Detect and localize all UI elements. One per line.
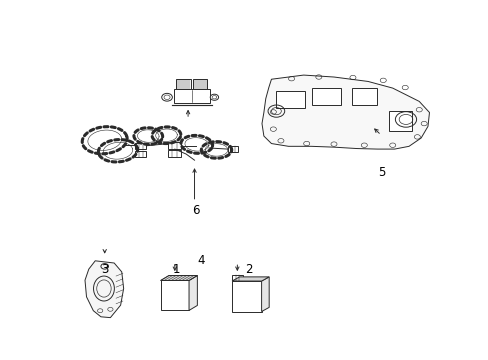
- Bar: [176, 79, 190, 89]
- Text: 6: 6: [191, 204, 199, 217]
- Polygon shape: [261, 277, 268, 311]
- Bar: [388, 111, 411, 131]
- Polygon shape: [85, 261, 123, 318]
- Bar: [168, 150, 181, 157]
- Text: 3: 3: [101, 262, 108, 276]
- Bar: [232, 275, 242, 281]
- Bar: [135, 143, 146, 149]
- Circle shape: [162, 93, 172, 101]
- Bar: [135, 151, 146, 157]
- Bar: [232, 281, 261, 311]
- Bar: [174, 89, 209, 103]
- Text: 2: 2: [244, 262, 252, 276]
- Bar: [168, 142, 181, 149]
- Polygon shape: [232, 277, 268, 281]
- Bar: [193, 79, 207, 89]
- Circle shape: [210, 94, 218, 100]
- Polygon shape: [262, 75, 428, 149]
- Bar: [351, 88, 376, 105]
- Text: 5: 5: [377, 166, 384, 179]
- Polygon shape: [160, 275, 197, 280]
- Polygon shape: [189, 275, 197, 310]
- Text: 1: 1: [173, 262, 180, 276]
- Bar: [276, 91, 304, 108]
- Bar: [311, 88, 340, 105]
- Bar: [160, 280, 189, 310]
- Text: 4: 4: [197, 254, 204, 267]
- Bar: [227, 146, 238, 152]
